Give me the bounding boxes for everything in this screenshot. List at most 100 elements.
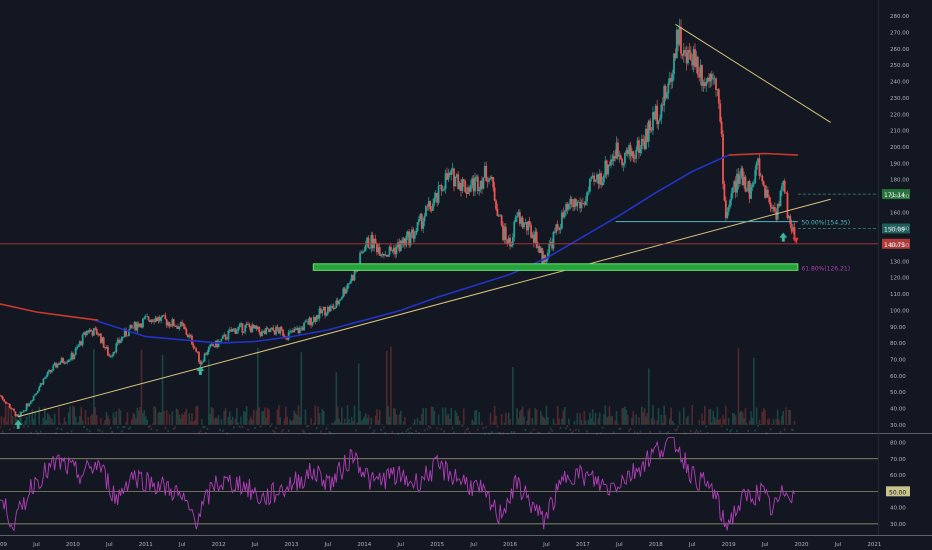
- candle-body: [329, 306, 332, 312]
- volume-bar: [207, 359, 210, 425]
- volume-bar: [394, 408, 396, 425]
- volume-bar: [572, 430, 574, 433]
- time-tick-label: Jul: [542, 542, 550, 548]
- volume-bar: [722, 415, 724, 425]
- candle-body: [349, 281, 352, 284]
- candle-body: [478, 189, 481, 192]
- price-tick-label: 70.00: [890, 357, 906, 363]
- candle-body: [291, 330, 294, 333]
- candle-body: [621, 158, 624, 166]
- candle-body: [67, 359, 70, 362]
- candle-body: [631, 151, 633, 157]
- volume-bar: [785, 407, 787, 425]
- candle-body: [565, 204, 567, 212]
- candle-body: [265, 328, 268, 334]
- candle-body: [56, 363, 59, 368]
- candle-body: [419, 214, 422, 219]
- volume-bar: [25, 416, 28, 425]
- candle-body: [433, 197, 436, 204]
- candle-body: [681, 53, 684, 56]
- volume-bar: [682, 407, 685, 425]
- volume-bar: [350, 417, 353, 425]
- volume-bar: [297, 405, 300, 425]
- volume-bar: [321, 408, 324, 425]
- candle-body: [303, 322, 305, 331]
- candle-body: [48, 370, 50, 372]
- volume-bar: [551, 429, 553, 432]
- volume-bar: [441, 407, 444, 425]
- candle-body: [193, 347, 196, 349]
- volume-bar: [233, 426, 235, 429]
- candle-body: [689, 52, 692, 60]
- volume-bar: [792, 428, 794, 431]
- volume-bar: [370, 417, 373, 425]
- trendline: [675, 23, 831, 123]
- volume-bar: [778, 419, 780, 425]
- volume-bar: [432, 406, 434, 425]
- candle-body: [104, 347, 106, 349]
- volume-bar: [126, 411, 129, 425]
- volume-bar: [306, 425, 308, 428]
- candle-body: [447, 173, 450, 180]
- volume-bar: [276, 409, 279, 425]
- volume-bar: [353, 405, 356, 425]
- candle-body: [573, 199, 576, 207]
- volume-bar: [62, 423, 64, 425]
- candle-body: [255, 325, 258, 329]
- time-tick-label: Jul: [761, 542, 769, 548]
- candle-body: [340, 297, 343, 300]
- candle-body: [160, 317, 163, 321]
- volume-bar: [615, 411, 618, 425]
- volume-bar: [668, 418, 671, 425]
- candle-body: [273, 330, 276, 335]
- candle-body: [266, 328, 269, 329]
- candle-body: [503, 226, 506, 241]
- volume-bar: [185, 408, 188, 425]
- volume-bar: [477, 428, 479, 431]
- candle-body: [733, 181, 736, 188]
- candle-body: [53, 363, 56, 366]
- volume-bar: [537, 431, 539, 434]
- candle-body: [622, 163, 625, 166]
- volume-bar: [128, 427, 130, 430]
- candle-body: [7, 403, 10, 405]
- volume-bar: [73, 407, 76, 425]
- volume-bar: [569, 428, 572, 431]
- candle-body: [29, 401, 32, 404]
- candle-body: [429, 201, 432, 210]
- volume-bar: [170, 424, 172, 425]
- volume-bar: [631, 417, 633, 425]
- candle-body: [195, 348, 198, 352]
- candle-body: [748, 181, 751, 199]
- volume-bar: [779, 430, 782, 433]
- volume-bar: [562, 410, 565, 425]
- time-tick-label: Jul: [105, 542, 113, 548]
- candle-body: [661, 104, 664, 106]
- candle-body: [237, 327, 240, 331]
- candle-body: [611, 159, 614, 161]
- volume-bar: [301, 429, 304, 432]
- volume-bar: [320, 430, 322, 433]
- volume-bar: [725, 405, 727, 425]
- candle-body: [196, 351, 199, 353]
- price-tick-label: 260.00: [890, 47, 910, 53]
- candle-body: [384, 254, 387, 256]
- volume-bar: [220, 419, 223, 425]
- volume-bar: [464, 431, 467, 434]
- candle-body: [331, 305, 333, 307]
- candle-body: [657, 120, 660, 125]
- volume-bar: [188, 413, 190, 425]
- volume-bar: [391, 430, 394, 433]
- volume-bar: [206, 427, 209, 430]
- candle-body: [698, 74, 701, 78]
- candle-body: [762, 181, 765, 186]
- volume-bar: [118, 408, 120, 425]
- candle-body: [128, 329, 130, 337]
- candle-body: [55, 363, 57, 368]
- volume-bar: [107, 415, 109, 425]
- volume-bar: [104, 419, 106, 425]
- candle-body: [158, 317, 161, 321]
- volume-bar: [409, 427, 412, 430]
- candle-body: [493, 187, 496, 201]
